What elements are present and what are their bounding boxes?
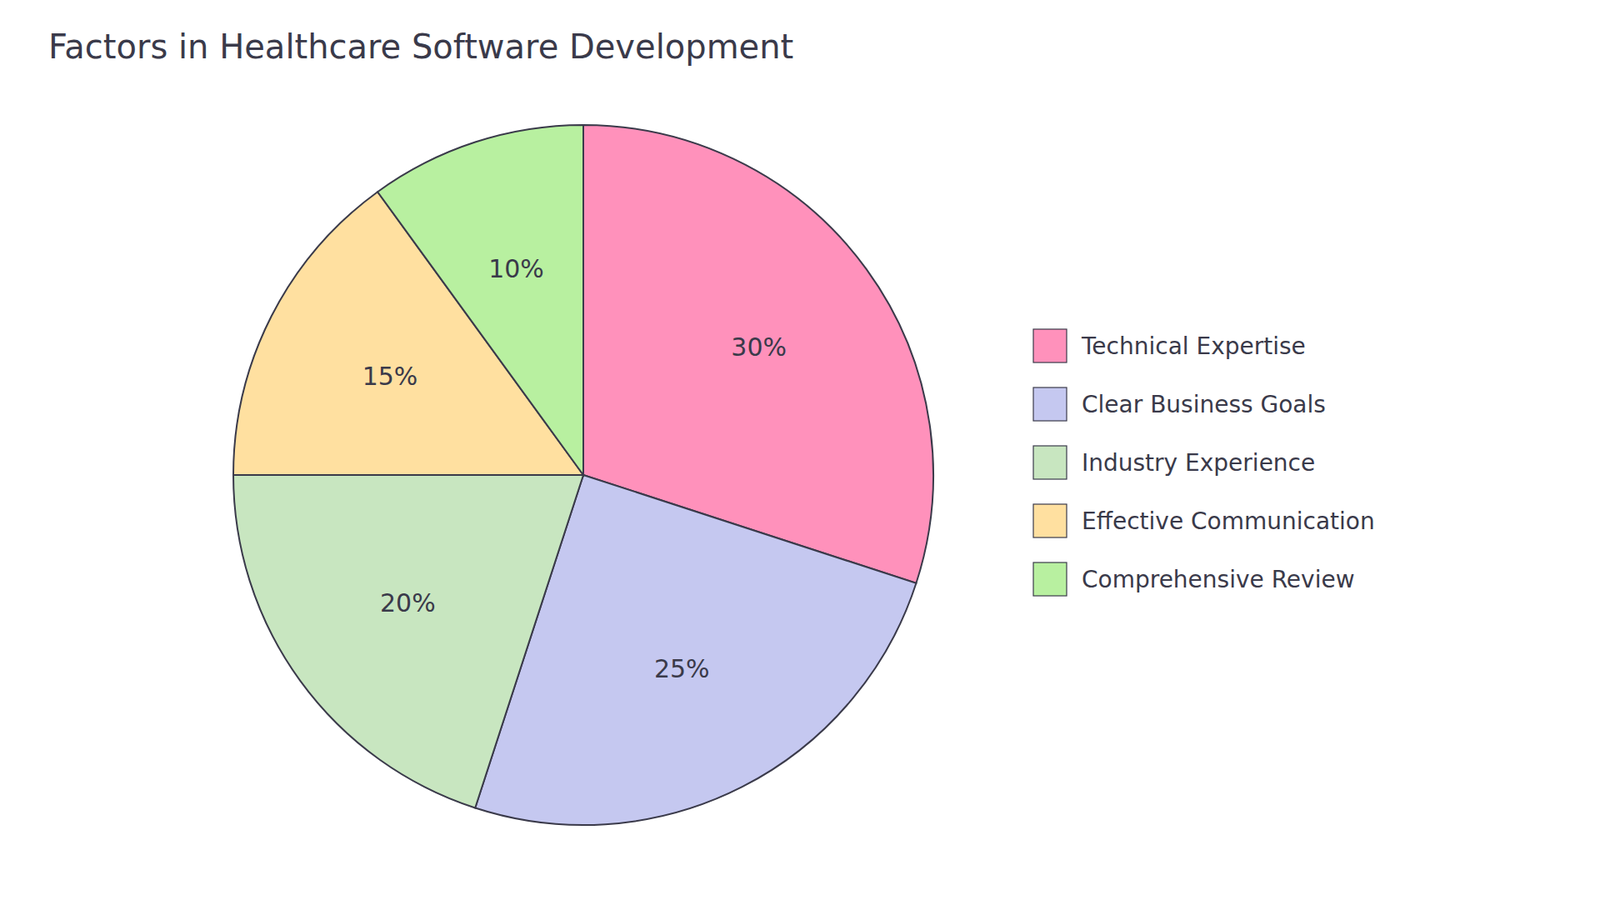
legend: Technical Expertise Clear Business Goals I… (1033, 329, 1375, 596)
legend-item: Industry Experience (1033, 445, 1315, 480)
legend-swatch (1033, 445, 1067, 480)
legend-item: Clear Business Goals (1033, 387, 1326, 421)
pie (233, 125, 934, 825)
legend-label: Technical Expertise (1080, 332, 1306, 360)
legend-item: Technical Expertise (1033, 329, 1306, 363)
legend-item: Comprehensive Review (1033, 562, 1355, 596)
legend-swatch (1033, 562, 1067, 596)
title: Factors in Healthcare Software Developme… (48, 27, 794, 66)
data-label: 10% (488, 254, 545, 284)
data-label: 20% (380, 588, 436, 618)
legend-swatch (1033, 387, 1067, 421)
legend-label: Effective Communication (1081, 507, 1375, 535)
data-label: 25% (654, 654, 710, 684)
slice (377, 125, 584, 475)
data-labels: 30% 25% 20% 15% 10% (362, 254, 787, 684)
slice (233, 475, 584, 808)
legend-label: Comprehensive Review (1081, 565, 1355, 594)
legend-item: Effective Communication (1033, 504, 1375, 538)
legend-label: Clear Business Goals (1081, 390, 1326, 419)
data-label: 30% (730, 332, 787, 362)
chart: Factors in Healthcare Software Developme… (0, 0, 1600, 900)
legend-label: Industry Experience (1081, 449, 1315, 477)
legend-swatch (1033, 329, 1067, 363)
data-label: 15% (362, 361, 419, 391)
legend-swatch (1033, 504, 1067, 538)
